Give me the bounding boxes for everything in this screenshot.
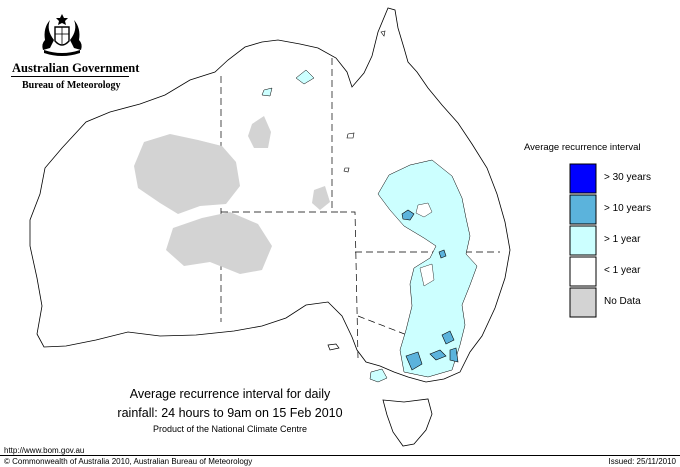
- caption-line-2: rainfall: 24 hours to 9am on 15 Feb 2010: [117, 406, 343, 420]
- issued-date: Issued: 25/11/2010: [608, 457, 676, 466]
- over-10-years-regions: [401, 209, 459, 371]
- legend-label-over-30: > 30 years: [604, 172, 651, 183]
- no-data-regions: [134, 116, 330, 274]
- kangaroo-island-outline: [327, 343, 340, 351]
- legend-label-under-1: < 1 year: [604, 265, 641, 276]
- caption-line-3: Product of the National Climate Centre: [152, 424, 308, 434]
- legend-label-over-1: > 1 year: [604, 234, 641, 245]
- tasmania-outline: [382, 398, 433, 447]
- under-1-year-gaps: [415, 202, 435, 287]
- legend-swatch-under-1: [569, 256, 597, 287]
- legend-label-over-10: > 10 years: [604, 203, 651, 214]
- legend-swatch-over-30: [569, 163, 597, 194]
- legend-swatch-no-data: [569, 287, 597, 318]
- website-link[interactable]: http://www.bom.gov.au: [4, 446, 85, 455]
- legend-title: Average recurrence interval: [524, 142, 641, 153]
- legend-swatch-over-1: [569, 225, 597, 256]
- coat-of-arms-icon: [42, 14, 82, 56]
- mainland-outline: [29, 7, 511, 383]
- legend-swatch-over-10: [569, 194, 597, 225]
- copyright-notice: © Commonwealth of Australia 2010, Austra…: [4, 457, 253, 466]
- government-title: Australian Government: [12, 61, 140, 75]
- footer-divider: [0, 455, 680, 456]
- caption-line-1: Average recurrence interval for daily: [129, 387, 331, 401]
- legend-swatches: [569, 163, 597, 318]
- logo-divider: [11, 76, 129, 77]
- bureau-title: Bureau of Meteorology: [22, 80, 121, 91]
- islands: [343, 30, 386, 173]
- legend-label-no-data: No Data: [604, 296, 641, 307]
